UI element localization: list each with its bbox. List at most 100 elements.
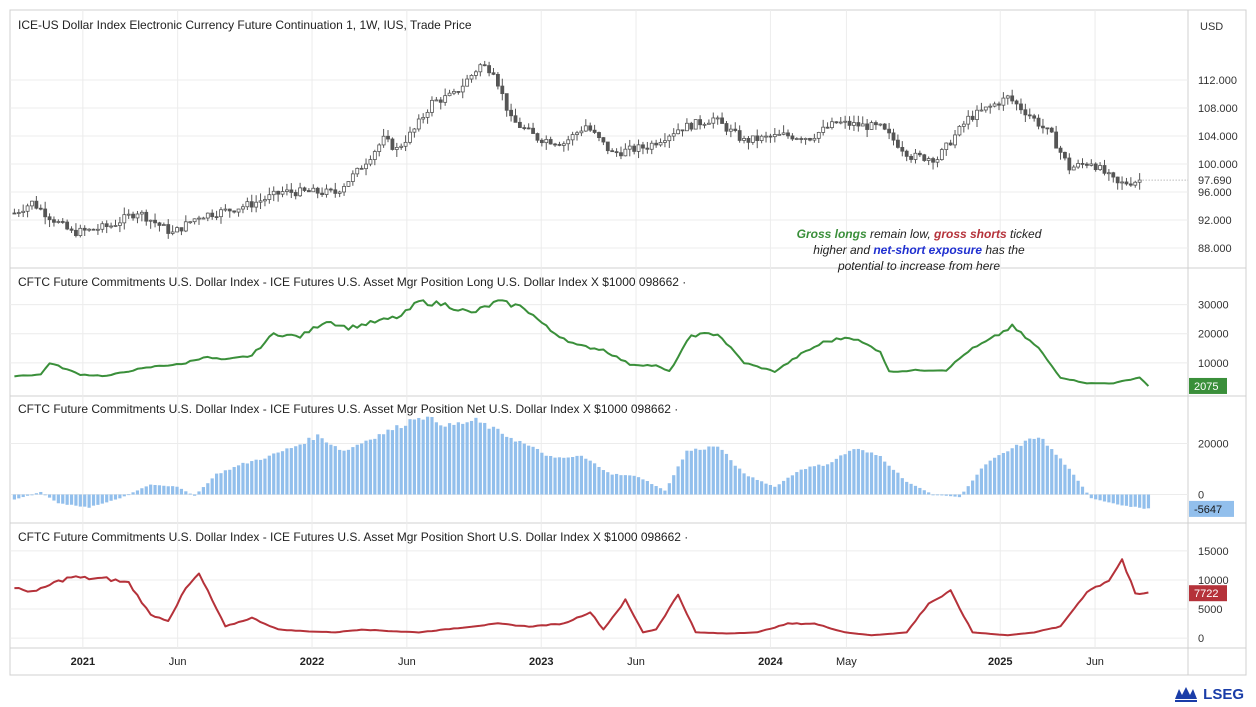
candle-body [636, 144, 641, 152]
net-position-bar [351, 447, 355, 495]
candle-body [561, 143, 566, 146]
net-position-bar [1098, 494, 1102, 501]
net-position-bar [127, 494, 131, 496]
candle-body [821, 126, 826, 133]
candle-body [25, 205, 30, 212]
net-position-bar [179, 488, 184, 495]
net-position-bar [535, 448, 540, 495]
candle-body [131, 213, 135, 219]
net-position-bar [382, 434, 386, 495]
net-position-bar [346, 449, 351, 495]
candle-body [601, 137, 606, 143]
candle-body [1128, 183, 1133, 186]
net-position-bar [606, 472, 610, 495]
net-position-bar [390, 430, 395, 495]
net-position-bar [302, 443, 307, 495]
candle-body [671, 133, 676, 137]
candle-body [1045, 127, 1050, 130]
net-position-bar [865, 452, 869, 495]
long-positions-panel: 30000 20000 10000 2075 [14, 299, 1229, 394]
price-panel: 112.000 108.000 104.000 100.000 96.000 92.000… [12, 60, 1238, 255]
net-position-bar [997, 455, 1001, 495]
net-position-bar [1036, 437, 1041, 495]
y-tick-label: 20000 [1198, 439, 1229, 451]
candle-body [663, 140, 667, 143]
candle-body [117, 222, 122, 226]
x-tick-label: 2025 [988, 656, 1012, 668]
candle-body [399, 145, 404, 148]
net-position-bar [236, 465, 241, 495]
net-position-bar [1124, 494, 1129, 506]
candle-body [592, 129, 597, 133]
net-position-bar [593, 463, 597, 495]
y-tick-label: 10000 [1198, 358, 1229, 370]
net-position-bar [69, 494, 74, 505]
net-position-bar [1089, 494, 1093, 499]
net-position-bar [228, 469, 232, 495]
candle-body [179, 227, 184, 232]
candle-body [1124, 181, 1129, 185]
candle-body [957, 125, 962, 136]
net-position-bar [619, 475, 623, 495]
net-position-bar [439, 425, 443, 495]
net-position-bar [1001, 452, 1005, 495]
net-position-bar [461, 423, 465, 495]
net-position-bar [324, 442, 329, 495]
candle-body [315, 187, 320, 194]
candle-body [852, 122, 856, 126]
net-position-bar [403, 425, 408, 495]
candle-body [456, 91, 461, 93]
candle-body [759, 135, 764, 141]
candle-body [887, 128, 892, 134]
candle-body [496, 73, 500, 87]
candle-body [126, 213, 131, 216]
net-position-bar [135, 490, 140, 495]
net-position-bar [412, 419, 416, 495]
annotation-segment: Gross longs [797, 227, 867, 241]
candle-body [280, 191, 285, 195]
net-position-bar [1142, 494, 1146, 509]
net-position-bar [663, 490, 667, 495]
net-position-bar [540, 452, 544, 495]
net-position-bar [25, 494, 30, 496]
net-position-bar [267, 455, 271, 495]
currency-button[interactable]: USD [1191, 13, 1229, 37]
candle-body [482, 64, 487, 67]
candle-body [289, 189, 294, 193]
candle-body [52, 219, 56, 223]
net-position-bar [628, 475, 632, 495]
net-position-bar [386, 429, 390, 495]
candle-body [170, 231, 175, 234]
net-position-bar [992, 457, 997, 495]
net-position-bar [900, 478, 904, 495]
net-position-bar [654, 486, 658, 495]
candle-body [254, 201, 259, 208]
net-position-bar [716, 446, 720, 495]
net-position-bar [245, 463, 249, 495]
candle-body [803, 137, 808, 140]
net-position-bar [338, 449, 342, 495]
candle-body [1054, 131, 1059, 149]
net-position-bar [417, 417, 421, 495]
net-position-bar [43, 494, 47, 496]
net-position-bar [549, 455, 553, 495]
candle-body [386, 135, 390, 140]
net-position-bar [201, 487, 206, 495]
last-value-badge [1189, 585, 1227, 602]
net-position-bar [808, 466, 812, 495]
candle-body [720, 117, 724, 124]
candle-body [60, 221, 65, 223]
net-position-bar [1102, 494, 1107, 502]
y-tick-label: 15000 [1198, 546, 1229, 558]
candle-body [219, 209, 223, 218]
net-position-bar [320, 438, 324, 495]
net-position-bar [1116, 494, 1120, 505]
candle-body [874, 122, 878, 126]
candle-body [364, 163, 368, 170]
net-position-bar [1107, 494, 1111, 503]
candle-body [236, 208, 241, 213]
candle-body [658, 142, 663, 146]
net-position-bar [1010, 448, 1014, 495]
candle-body [377, 144, 382, 152]
net-position-bar [276, 452, 280, 495]
